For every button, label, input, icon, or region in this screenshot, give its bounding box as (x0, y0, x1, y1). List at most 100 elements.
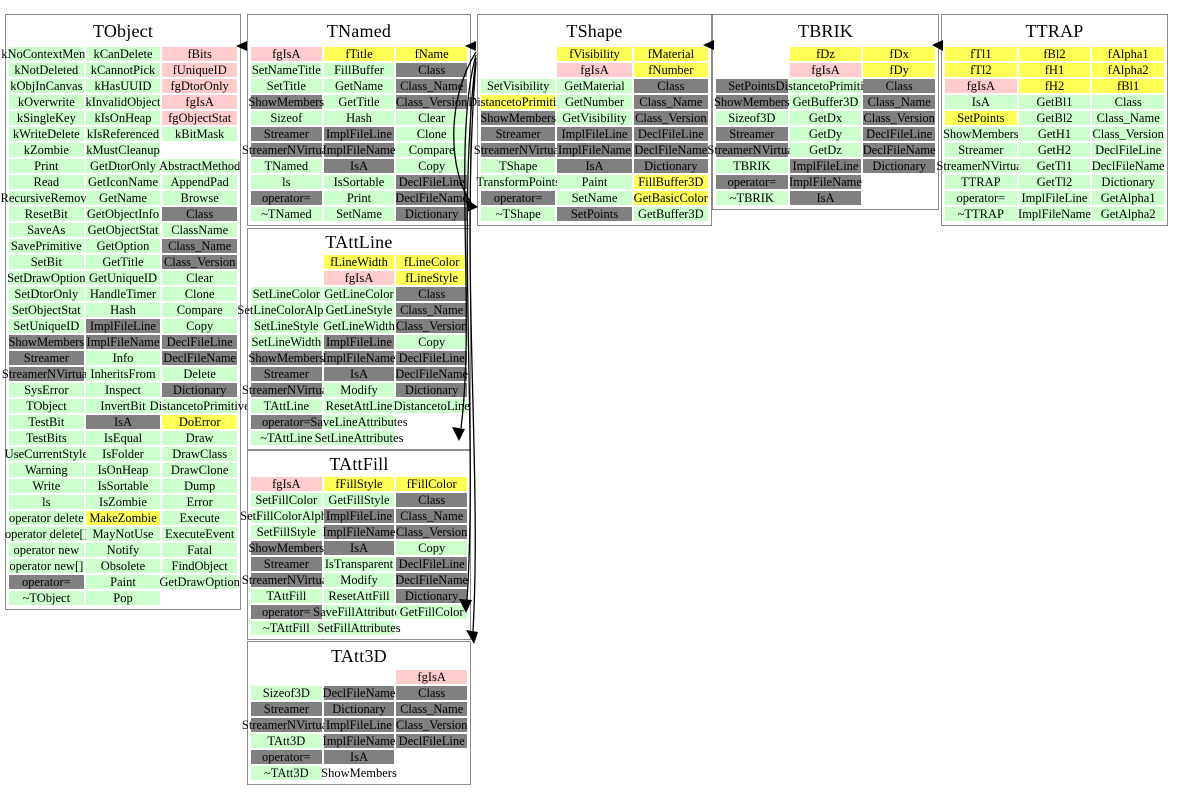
member-grid: kNoContextMenu kCanDelete fBits kNotDeleted… (0, 47, 250, 605)
member-cell: fAlpha2 (1092, 63, 1164, 77)
member-cell: ImplFileLine (323, 127, 395, 141)
member-cell: fLineWidth (323, 255, 395, 269)
member-cell: ClassName (162, 223, 237, 237)
member-cell: ResetAttLine (323, 399, 395, 413)
member-cell: fH1 (1018, 63, 1091, 77)
member-cell: GetMaterial (557, 79, 632, 93)
member-cell: SaveAs (9, 223, 84, 237)
class-box-tatt3d: TAtt3D fgIsA Sizeof3D DeclFileName Class Stre… (242, 641, 471, 785)
member-cell: Dictionary (396, 383, 467, 397)
class-box-tobject: TObject kNoContextMenu kCanDelete fBits kNot… (0, 14, 250, 610)
member-cell: ~TShape (481, 207, 556, 221)
class-title: TAttFill (329, 453, 389, 474)
member-cell: Class_Version (395, 525, 468, 539)
member-cell: DeclFileLine (396, 734, 467, 748)
member-cell: kInvalidObject (85, 95, 161, 109)
member-cell: Fatal (162, 543, 237, 557)
member-cell: GetTl1 (1018, 159, 1091, 173)
member-cell: GetObjectStat (85, 223, 161, 237)
member-cell: DistancetoLine (393, 399, 470, 413)
member-cell: GetFillStyle (323, 493, 395, 507)
member-cell: SetFillStyle (251, 525, 322, 539)
member-cell: GetUniqueID (85, 271, 161, 285)
member-cell: ~TAttFill (251, 621, 322, 635)
member-cell: DistancetoPrimitive (149, 399, 250, 413)
member-cell: DeclFileName (322, 686, 396, 700)
member-cell: fgIsA (323, 271, 395, 285)
member-cell: GetNumber (557, 95, 632, 109)
member-cell: RecursiveRemove (0, 191, 93, 205)
member-cell: TNamed (251, 159, 322, 173)
member-cell: Hash (85, 303, 161, 317)
member-cell: DeclFileLine (1092, 143, 1164, 157)
member-cell: Class_Name (396, 509, 467, 523)
member-cell: Clear (396, 111, 467, 125)
member-cell: fVisibility (557, 47, 632, 61)
member-cell: operator= (481, 191, 556, 205)
member-cell: kOverwrite (9, 95, 84, 109)
member-cell: ls (251, 175, 322, 189)
member-cell: Compare (396, 143, 467, 157)
member-cell: FindObject (162, 559, 237, 573)
member-cell: fDz (789, 47, 862, 61)
member-cell: TAtt3D (251, 734, 322, 748)
member-cell: SetBit (9, 255, 84, 269)
member-cell: AppendPad (162, 175, 237, 189)
member-cell: TTRAP (945, 175, 1017, 189)
member-cell: SetFillColorAlpha (240, 509, 333, 523)
member-cell: fUniqueID (162, 63, 237, 77)
member-cell: Clone (162, 287, 237, 301)
member-cell: operator= (251, 415, 322, 429)
member-cell: GetTitle (85, 255, 161, 269)
member-cell: StreamerNVirtual (241, 143, 331, 157)
member-cell: DeclFileLine (396, 351, 467, 365)
member-cell: Error (162, 495, 237, 509)
member-cell: DeclFileName (162, 351, 237, 365)
member-cell: fLineStyle (396, 271, 467, 285)
member-cell: Class_Version (1092, 127, 1164, 141)
member-cell: Class_Name (396, 303, 467, 317)
member-cell: HandleTimer (85, 287, 161, 301)
member-cell: SysError (9, 383, 84, 397)
member-cell: ~TAttLine (251, 431, 322, 445)
member-cell: Class_Version (395, 319, 468, 333)
member-cell: GetAlpha2 (1092, 207, 1164, 221)
member-cell: ImplFileName (1018, 207, 1091, 221)
member-cell: Print (323, 191, 395, 205)
member-cell: Sizeof (251, 111, 322, 125)
member-cell: GetBl2 (1018, 111, 1091, 125)
member-cell: Class (863, 79, 935, 93)
member-cell: operator= (251, 750, 322, 764)
member-cell: FillBuffer3D (633, 175, 708, 189)
member-cell: ImplFileLine (85, 319, 161, 333)
member-cell: SetName (323, 207, 395, 221)
member-cell: kIsOnHeap (85, 111, 161, 125)
member-cell: ShowMembers (248, 541, 325, 555)
member-cell: ~TBRIK (716, 191, 788, 205)
member-cell: kNoContextMenu (1, 47, 92, 61)
member-cell: ShowMembers (480, 111, 557, 125)
member-cell: GetH1 (1018, 127, 1091, 141)
member-cell: Class_Name (162, 239, 237, 253)
member-cell: IsA (323, 541, 395, 555)
member-cell: Streamer (716, 127, 788, 141)
member-cell: Class_Name (1092, 111, 1164, 125)
member-cell: IsA (85, 415, 161, 429)
member-cell: TObject (9, 399, 84, 413)
member-cell: AbstractMethod (159, 159, 241, 173)
member-cell: Dictionary (1092, 175, 1164, 189)
member-cell: GetObjectInfo (85, 207, 161, 221)
member-cell: fgDtorOnly (162, 79, 237, 93)
member-cell: Class_Name (633, 95, 708, 109)
member-cell: Copy (396, 541, 467, 555)
member-cell: SetTitle (251, 79, 322, 93)
member-cell: Dump (162, 479, 237, 493)
member-cell: kWriteDelete (9, 127, 84, 141)
member-cell: SetFillColor (251, 493, 322, 507)
member-cell: ShowMembers (248, 95, 325, 109)
class-title: TObject (92, 20, 154, 41)
member-cell: fgIsA (945, 79, 1017, 93)
member-cell: SetObjectStat (9, 303, 84, 317)
member-cell: GetLineWidth (323, 319, 395, 333)
class-title: TShape (566, 20, 623, 41)
